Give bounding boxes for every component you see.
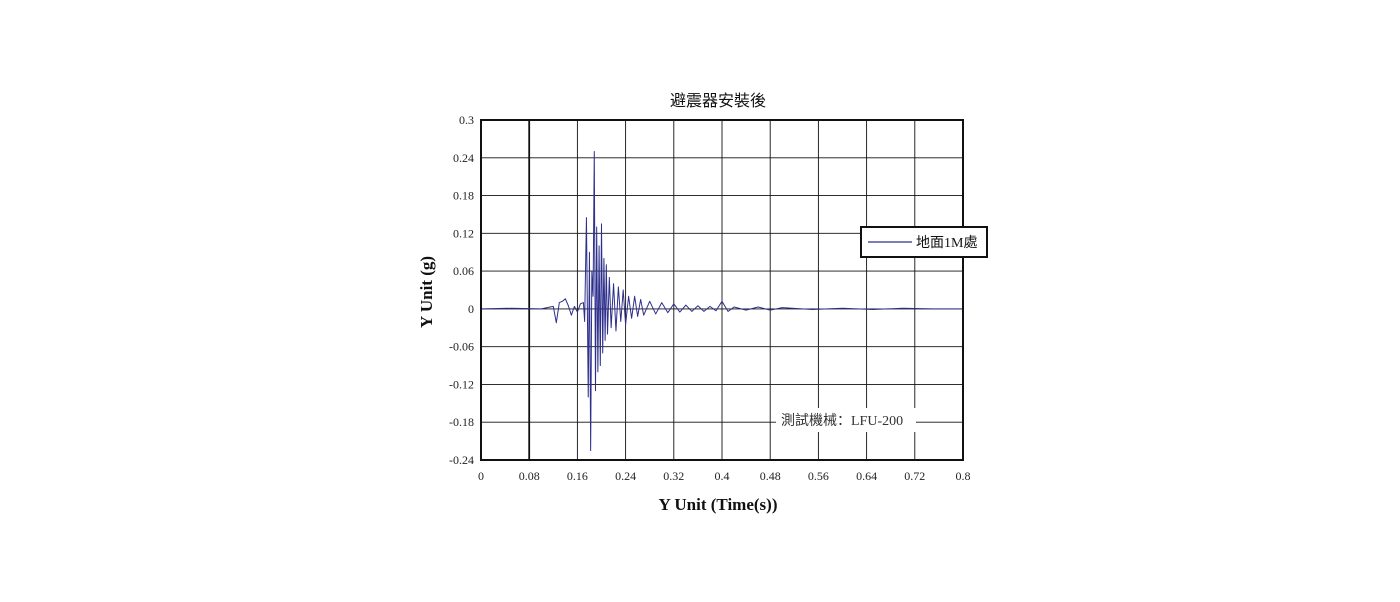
y-tick-label: -0.24 — [449, 453, 474, 467]
x-tick-label: 0.4 — [715, 469, 730, 483]
x-tick-label: 0.24 — [615, 469, 636, 483]
y-tick-label: -0.12 — [449, 377, 474, 391]
y-axis-label: Y Unit (g) — [417, 256, 436, 328]
y-tick-label: -0.06 — [449, 340, 474, 354]
y-tick-label: -0.18 — [449, 415, 474, 429]
annotation-text: 測試機械：LFU-200 — [781, 413, 903, 429]
series-line-0 — [480, 150, 963, 452]
x-tick-label: 0.16 — [567, 469, 588, 483]
y-tick-label: 0.12 — [453, 226, 474, 240]
annotation-background — [776, 408, 916, 432]
legend-label: 地面1M處 — [916, 235, 977, 251]
y-tick-label: 0 — [468, 302, 474, 316]
x-tick-label: 0.64 — [856, 469, 877, 483]
legend: 地面1M處 — [860, 226, 988, 258]
x-tick-label: 0.56 — [808, 469, 829, 483]
y-tick-label: 0.3 — [459, 113, 474, 127]
y-tick-label: 0.18 — [453, 189, 474, 203]
x-tick-label: 0.32 — [663, 469, 684, 483]
chart-title: 避震器安裝後 — [670, 92, 766, 110]
tick-labels: 0 0.08 0.16 0.24 0.32 0.4 0.48 0.56 0.64 0.72 0.8 0… — [449, 113, 971, 483]
x-tick-label: 0.72 — [904, 469, 925, 483]
y-tick-label: 0.06 — [453, 264, 474, 278]
x-axis-label: Y Unit (Time(s)) — [659, 495, 778, 514]
plot-frame — [480, 119, 964, 461]
series-layer — [480, 150, 963, 452]
annotation: 測試機械：LFU-200 — [776, 408, 916, 432]
x-tick-label: 0.8 — [956, 469, 971, 483]
x-tick-label: 0.48 — [760, 469, 781, 483]
y-tick-label: 0.24 — [453, 151, 474, 165]
x-tick-label: 0.08 — [519, 469, 540, 483]
x-tick-label: 0 — [478, 469, 484, 483]
